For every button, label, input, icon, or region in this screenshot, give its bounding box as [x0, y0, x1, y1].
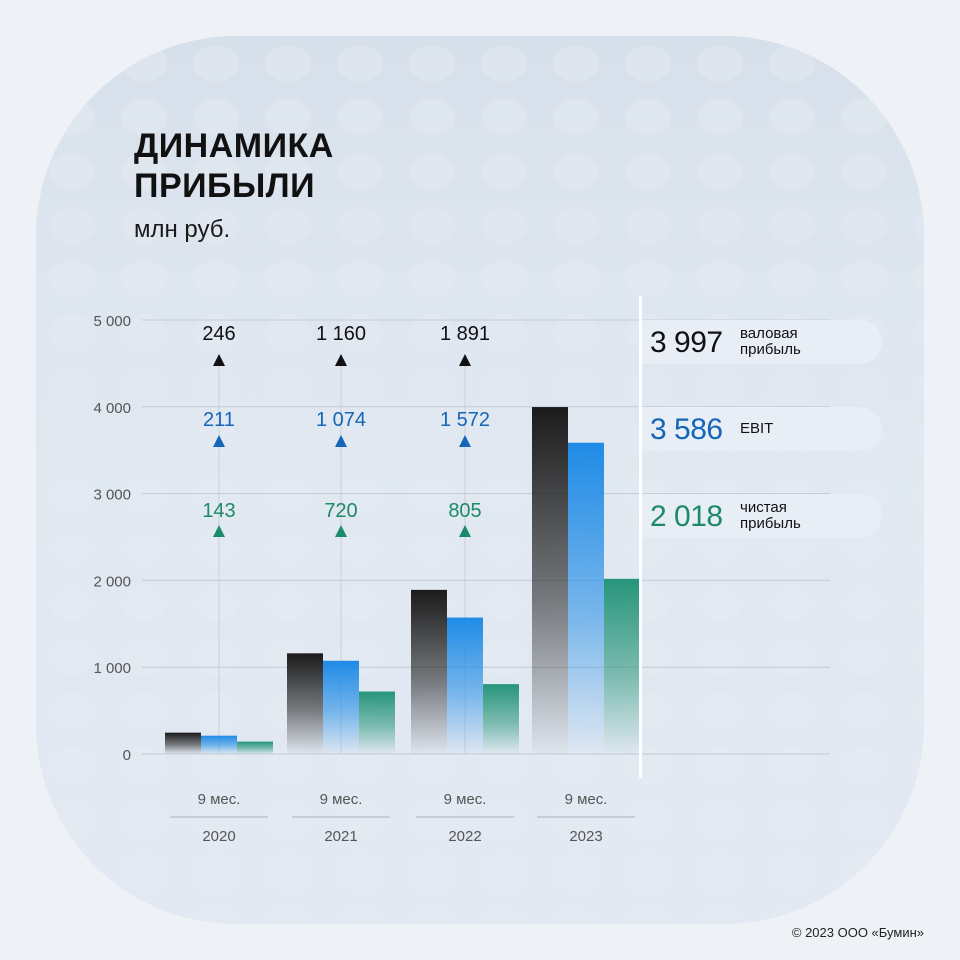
title-line-2: ПРИБЫЛИ	[134, 167, 316, 205]
annotation-net-profit: 720	[324, 500, 357, 522]
legend-label-net-profit-line2: прибыль	[740, 515, 801, 532]
page-title: ДИНАМИКА ПРИБЫЛИ	[134, 126, 454, 206]
annotation-gross-profit: 1 160	[316, 323, 366, 345]
legend-item-net-profit: 2 018 чистая прибыль	[642, 494, 882, 538]
x-label-year: 2023	[569, 828, 602, 845]
bar-net-profit	[237, 741, 273, 754]
increase-triangle-icon	[459, 435, 471, 447]
background-card	[36, 36, 924, 924]
x-label-year: 2021	[324, 828, 357, 845]
bar-ebit	[447, 617, 483, 754]
bar-net-profit	[359, 691, 395, 754]
bar-ebit	[568, 442, 604, 754]
bar-net-profit	[483, 684, 519, 754]
x-label-year: 2020	[202, 828, 235, 845]
legend-value-net-profit: 2 018	[650, 500, 723, 533]
annotation-net-profit: 805	[448, 500, 481, 522]
increase-triangle-icon	[335, 525, 347, 537]
legend-value-ebit: 3 586	[650, 413, 723, 446]
legend-label-gross-profit-line1: валовая	[740, 325, 798, 342]
y-tick-label: 0	[123, 747, 131, 764]
bar-net-profit	[604, 578, 640, 754]
y-tick-label: 1 000	[93, 660, 131, 677]
annotation-ebit: 1 572	[440, 409, 490, 431]
title-line-1: ДИНАМИКА	[134, 127, 334, 165]
bar-gross-profit	[287, 653, 323, 754]
legend-divider	[639, 296, 642, 778]
legend-label-gross-profit-line2: прибыль	[740, 341, 801, 358]
y-tick-label: 2 000	[93, 573, 131, 590]
legend-item-gross-profit: 3 997 валовая прибыль	[642, 320, 882, 364]
annotation-ebit: 211	[203, 409, 235, 431]
annotation-net-profit: 143	[202, 500, 235, 522]
bar-ebit	[323, 660, 359, 754]
bar-ebit	[201, 735, 237, 754]
increase-triangle-icon	[335, 435, 347, 447]
x-label-year: 2022	[448, 828, 481, 845]
x-label-period: 9 мес.	[565, 791, 608, 808]
y-tick-label: 3 000	[93, 487, 131, 504]
increase-triangle-icon	[213, 525, 225, 537]
legend-label-net-profit: чистая прибыль	[740, 500, 840, 532]
y-tick-label: 4 000	[93, 400, 131, 417]
x-label-period: 9 мес.	[444, 791, 487, 808]
annotation-gross-profit: 246	[202, 323, 235, 345]
increase-triangle-icon	[213, 354, 225, 366]
copyright: © 2023 ООО «Бумин»	[791, 925, 924, 940]
increase-triangle-icon	[335, 354, 347, 366]
legend-label-ebit: EBIT	[740, 420, 774, 437]
y-tick-label: 5 000	[93, 313, 131, 330]
bar-gross-profit	[532, 407, 568, 754]
x-label-period: 9 мес.	[320, 791, 363, 808]
chart-subtitle: млн руб.	[134, 216, 231, 243]
x-label-period: 9 мес.	[198, 791, 241, 808]
legend-value-gross-profit: 3 997	[650, 326, 723, 359]
increase-triangle-icon	[459, 354, 471, 366]
bar-gross-profit	[165, 732, 201, 754]
increase-triangle-icon	[459, 525, 471, 537]
legend-item-ebit: 3 586 EBIT	[642, 407, 882, 451]
bar-gross-profit	[411, 589, 447, 754]
legend-label-gross-profit: валовая прибыль	[740, 326, 840, 358]
annotation-gross-profit: 1 891	[440, 323, 490, 345]
annotation-ebit: 1 074	[316, 409, 366, 431]
legend-label-net-profit-line1: чистая	[740, 499, 787, 516]
increase-triangle-icon	[213, 435, 225, 447]
